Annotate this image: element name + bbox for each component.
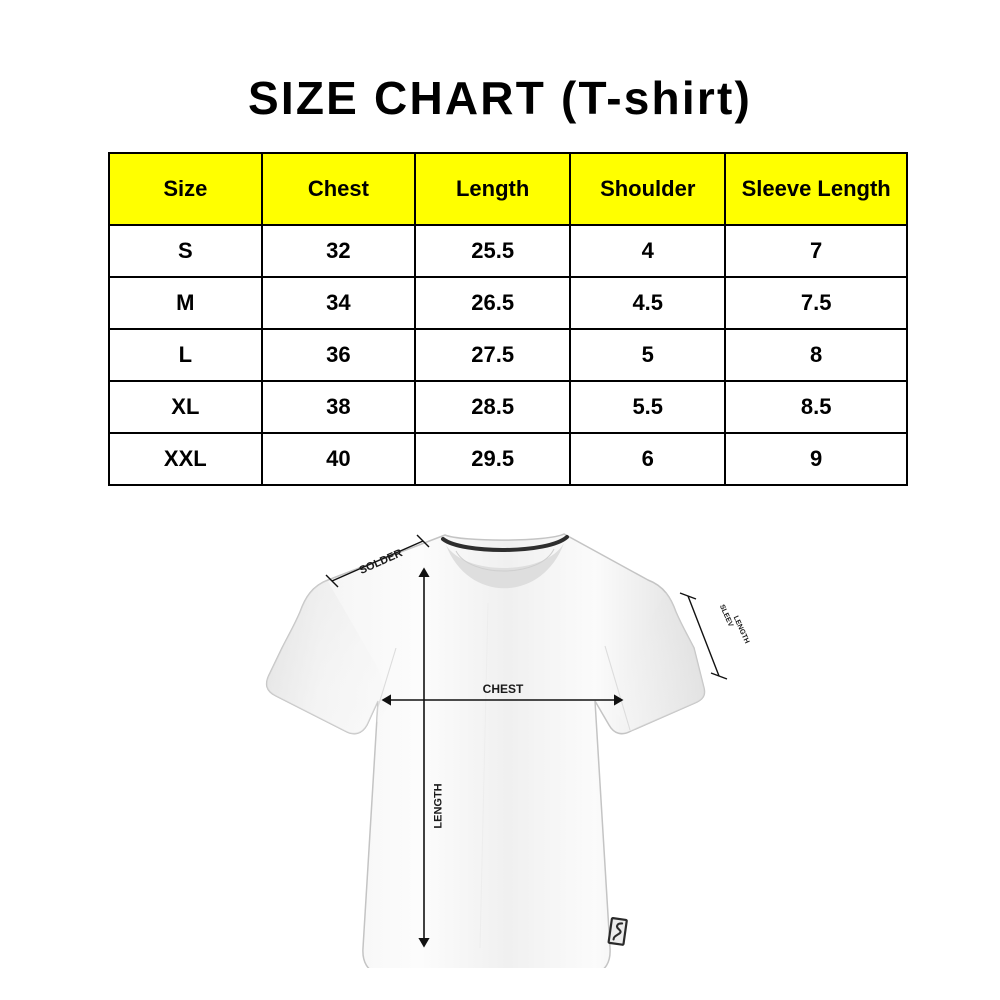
svg-text:CHEST: CHEST: [483, 682, 524, 696]
